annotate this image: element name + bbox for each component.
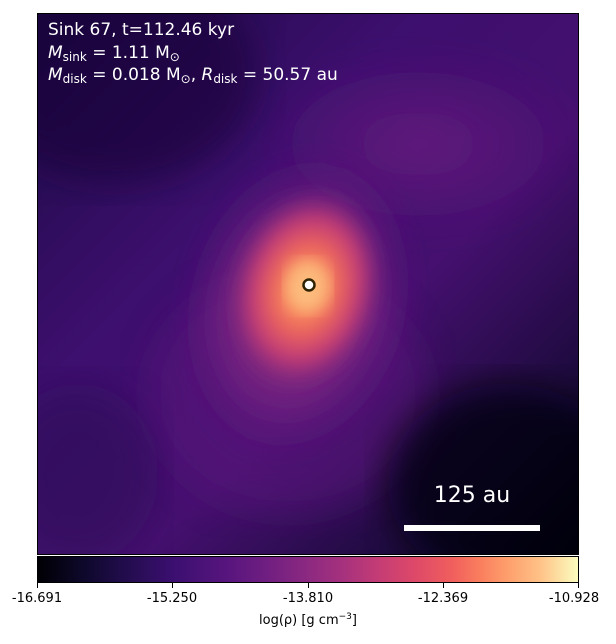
colorbar [37, 556, 579, 583]
density-map [37, 13, 579, 555]
colorbar-tick-label: -16.691 [11, 591, 63, 606]
colorbar-tick [443, 583, 444, 588]
colorbar-tick-label: -10.928 [548, 591, 600, 606]
sink-marker [302, 278, 316, 292]
density-map-image [38, 14, 578, 554]
scale-bar [404, 525, 540, 531]
colorbar-tick [172, 583, 173, 588]
colorbar-tick [308, 583, 309, 588]
sink-mass: Msink = 1.11 M⊙ [48, 43, 180, 64]
colorbar-tick-label: -13.810 [282, 591, 334, 606]
colorbar-label: log(ρ) [g cm−3] [259, 612, 357, 628]
scale-bar-label: 125 au [433, 483, 511, 508]
disk-properties: Mdisk = 0.018 M⊙, Rdisk = 50.57 au [48, 65, 338, 86]
colorbar-tick [578, 583, 579, 588]
colorbar-tick-label: -12.369 [417, 591, 469, 606]
colorbar-tick [37, 583, 38, 588]
sink-info: Sink 67, t=112.46 kyr [48, 20, 235, 40]
colorbar-tick-label: -15.250 [146, 591, 198, 606]
